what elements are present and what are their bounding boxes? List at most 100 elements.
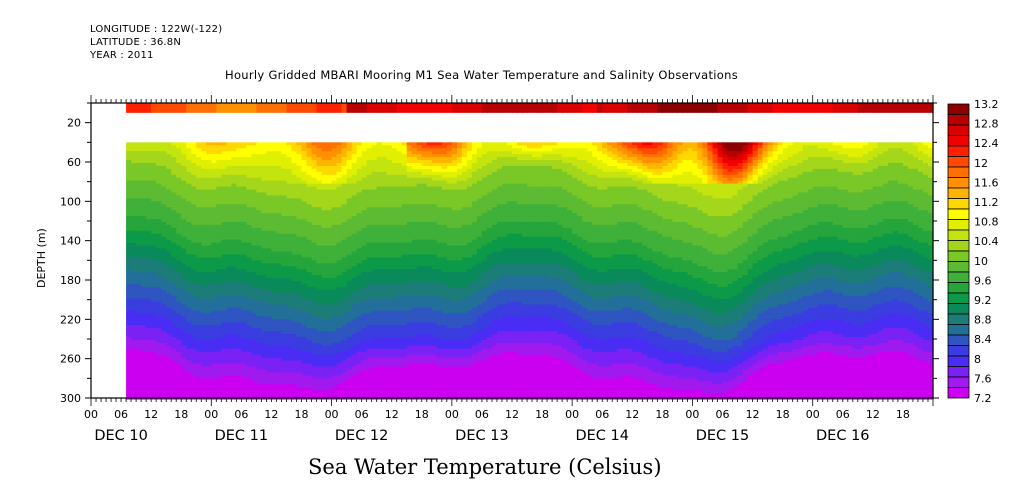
field-cell xyxy=(136,263,142,267)
field-cell xyxy=(151,254,157,258)
field-cell xyxy=(221,245,227,250)
field-cell xyxy=(351,204,358,208)
field-cell xyxy=(351,227,358,232)
field-cell xyxy=(336,337,343,341)
field-cell xyxy=(391,189,398,194)
field-cell xyxy=(206,224,212,229)
field-cell xyxy=(301,157,308,161)
field-cell xyxy=(166,384,172,388)
field-cell xyxy=(131,313,137,317)
field-cell xyxy=(176,272,182,276)
field-cell xyxy=(216,219,222,223)
field-cell xyxy=(226,360,232,365)
field-cell xyxy=(326,233,333,238)
field-cell xyxy=(316,393,323,397)
field-cell xyxy=(146,221,152,226)
field-cell xyxy=(306,351,313,356)
field-cell xyxy=(406,307,413,312)
field-cell xyxy=(396,366,403,371)
field-cell xyxy=(311,289,318,294)
field-cell xyxy=(346,384,353,388)
field-cell xyxy=(231,372,237,376)
field-cell xyxy=(286,272,293,276)
field-cell xyxy=(326,325,333,329)
field-cell xyxy=(131,160,137,164)
field-cell xyxy=(241,363,247,368)
field-cell xyxy=(256,316,263,320)
field-cell xyxy=(146,224,152,229)
field-cell xyxy=(161,316,167,320)
field-cell xyxy=(136,298,142,303)
field-cell xyxy=(296,369,303,374)
field-cell xyxy=(401,381,408,385)
field-cell xyxy=(391,357,398,362)
field-cell xyxy=(361,313,368,317)
field-cell xyxy=(376,180,383,185)
field-cell xyxy=(391,224,398,229)
field-cell xyxy=(251,393,257,397)
field-cell xyxy=(156,213,162,217)
field-cell xyxy=(341,322,348,326)
field-cell xyxy=(401,289,408,294)
field-cell xyxy=(296,283,303,288)
field-cell xyxy=(361,204,368,208)
field-cell xyxy=(226,145,232,149)
field-cell xyxy=(296,210,303,214)
field-cell xyxy=(186,331,192,335)
field-cell xyxy=(366,310,373,315)
field-cell xyxy=(331,280,338,285)
field-cell xyxy=(366,280,373,285)
field-cell xyxy=(351,292,358,297)
field-cell xyxy=(341,295,348,300)
field-cell xyxy=(211,198,217,202)
field-cell xyxy=(146,331,152,335)
field-cell xyxy=(386,337,393,341)
field-cell xyxy=(376,363,383,368)
field-cell xyxy=(331,151,338,155)
field-cell xyxy=(301,151,308,155)
field-cell xyxy=(316,375,323,379)
field-cell xyxy=(206,239,212,244)
field-cell xyxy=(286,162,293,167)
field-cell xyxy=(406,174,413,179)
field-cell xyxy=(186,142,192,146)
field-cell xyxy=(371,233,378,238)
field-cell xyxy=(306,162,313,167)
field-cell xyxy=(381,151,388,155)
field-cell xyxy=(166,313,172,317)
field-cell xyxy=(181,224,187,229)
temperature-field xyxy=(126,103,934,400)
field-cell xyxy=(271,360,278,365)
field-cell xyxy=(246,151,252,155)
field-cell xyxy=(226,201,232,205)
field-cell xyxy=(191,375,197,379)
field-cell xyxy=(186,216,192,220)
field-cell xyxy=(176,230,182,235)
field-cell xyxy=(376,148,383,152)
field-cell xyxy=(336,292,343,297)
field-cell xyxy=(376,331,383,335)
field-cell xyxy=(231,328,237,332)
field-cell xyxy=(246,348,252,353)
field-cell xyxy=(326,345,333,350)
field-cell xyxy=(381,360,388,365)
field-cell xyxy=(376,322,383,326)
field-cell xyxy=(201,227,207,232)
field-cell xyxy=(396,210,403,214)
field-cell xyxy=(186,319,192,323)
field-cell xyxy=(251,289,257,294)
field-cell xyxy=(276,177,283,182)
field-cell xyxy=(226,393,232,397)
field-cell xyxy=(331,168,338,173)
field-cell xyxy=(291,207,298,211)
field-cell xyxy=(246,260,252,264)
field-cell xyxy=(181,331,187,335)
field-cell xyxy=(271,381,278,385)
field-cell xyxy=(311,304,318,309)
field-cell xyxy=(401,148,408,152)
field-cell xyxy=(261,251,268,256)
field-cell xyxy=(196,230,202,235)
field-cell xyxy=(146,357,152,362)
field-cell xyxy=(291,174,298,179)
field-cell xyxy=(296,381,303,385)
